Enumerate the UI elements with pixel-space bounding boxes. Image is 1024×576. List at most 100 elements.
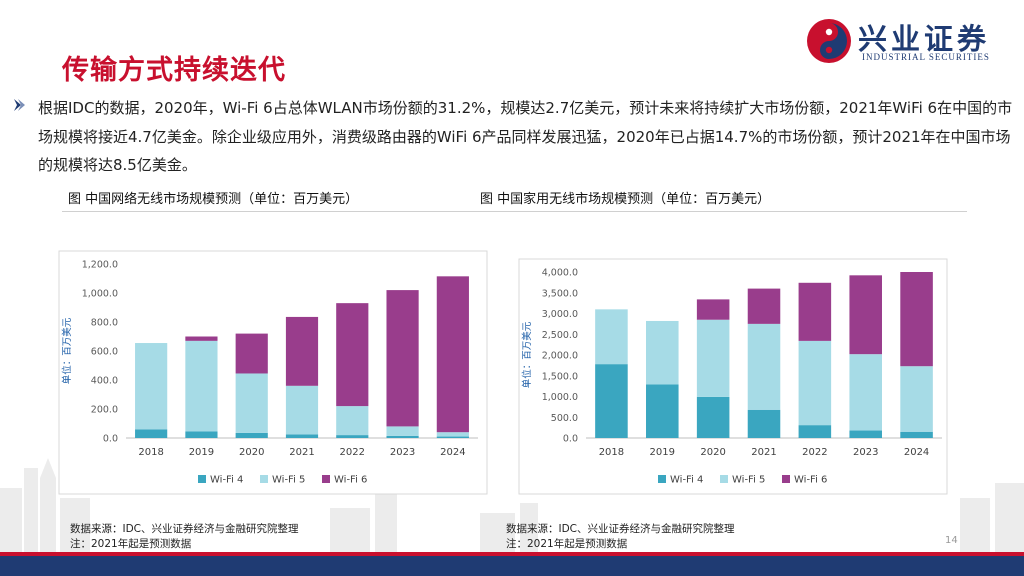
bar-segment-wi-fi-6 — [386, 290, 419, 427]
x-tick-label: 2020 — [239, 447, 264, 458]
x-tick-label: 2024 — [904, 447, 929, 458]
legend-swatch — [720, 475, 728, 483]
x-tick-label: 2023 — [853, 447, 878, 458]
bar-segment-wi-fi-4 — [595, 364, 628, 438]
logo-emblem-icon — [807, 19, 851, 63]
bar-segment-wi-fi-4 — [798, 425, 832, 438]
x-tick-label: 2023 — [390, 447, 415, 458]
x-tick-label: 2020 — [700, 447, 725, 458]
y-tick-label: 3,500.0 — [542, 288, 578, 299]
bar-segment-wi-fi-6 — [336, 303, 369, 407]
logo-text-en: INDUSTRIAL SECURITIES — [862, 52, 990, 62]
bar-segment-wi-fi-4 — [849, 430, 882, 438]
page-title: 传输方式持续迭代 — [62, 55, 286, 86]
bar-segment-wi-fi-4 — [646, 384, 679, 438]
y-tick-label: 600.0 — [91, 347, 118, 358]
bar-segment-wi-fi-5 — [436, 432, 469, 437]
bar-segment-wi-fi-4 — [185, 431, 218, 438]
bullet-arrow-icon — [14, 99, 25, 111]
bar-segment-wi-fi-5 — [235, 373, 268, 433]
bar-segment-wi-fi-5 — [798, 340, 832, 426]
logo-text-cn: 兴业证券 — [858, 22, 991, 56]
y-tick-label: 500.0 — [551, 413, 578, 424]
y-axis-label: 单位：百万美元 — [61, 317, 73, 384]
bar-segment-wi-fi-4 — [285, 434, 319, 438]
bar-segment-wi-fi-4 — [900, 431, 933, 438]
bar-segment-wi-fi-6 — [798, 282, 832, 341]
source-text: 数据来源：IDC、兴业证券经济与金融研究院整理 — [506, 523, 735, 535]
x-tick-label: 2021 — [289, 447, 314, 458]
bar-segment-wi-fi-5 — [285, 385, 319, 435]
x-tick-label: 2019 — [650, 447, 675, 458]
note-text: 注：2021年起是预测数据 — [70, 538, 192, 550]
legend-label: Wi-Fi 6 — [794, 475, 827, 486]
legend-label: Wi-Fi 6 — [334, 475, 367, 486]
x-tick-label: 2021 — [751, 447, 776, 458]
company-logo: 兴业证券 INDUSTRIAL SECURITIES — [806, 16, 1016, 66]
x-tick-label: 2022 — [802, 447, 827, 458]
figure-2-source: 数据来源：IDC、兴业证券经济与金融研究院整理 注：2021年起是预测数据 — [506, 522, 735, 552]
bar-segment-wi-fi-4 — [336, 435, 369, 438]
x-tick-label: 2018 — [138, 447, 163, 458]
bar-segment-wi-fi-4 — [436, 436, 469, 438]
footer-band — [0, 552, 1024, 576]
y-tick-label: 1,200.0 — [82, 260, 118, 271]
bar-segment-wi-fi-5 — [135, 343, 168, 430]
legend-label: Wi-Fi 5 — [272, 475, 305, 486]
y-tick-label: 200.0 — [91, 405, 118, 416]
bar-segment-wi-fi-5 — [336, 406, 369, 436]
bar-segment-wi-fi-4 — [235, 432, 268, 438]
bar-segment-wi-fi-4 — [135, 429, 168, 438]
bar-segment-wi-fi-6 — [696, 299, 730, 320]
bar-segment-wi-fi-5 — [696, 319, 730, 397]
legend-swatch — [198, 475, 206, 483]
y-tick-label: 800.0 — [91, 318, 118, 329]
y-tick-label: 3,000.0 — [542, 309, 578, 320]
legend-label: Wi-Fi 4 — [210, 475, 243, 486]
legend-label: Wi-Fi 4 — [670, 475, 703, 486]
figure-1-source: 数据来源：IDC、兴业证券经济与金融研究院整理 注：2021年起是预测数据 — [70, 522, 299, 552]
legend-swatch — [322, 475, 330, 483]
legend-swatch — [782, 475, 790, 483]
y-tick-label: 0.0 — [103, 434, 118, 445]
bar-segment-wi-fi-5 — [900, 366, 933, 432]
bar-segment-wi-fi-6 — [849, 275, 882, 355]
y-tick-label: 4,000.0 — [542, 268, 578, 279]
legend-label: Wi-Fi 5 — [732, 475, 765, 486]
y-tick-label: 0.0 — [563, 434, 578, 445]
x-tick-label: 2018 — [599, 447, 624, 458]
x-tick-label: 2024 — [440, 447, 465, 458]
legend-swatch — [658, 475, 666, 483]
x-tick-label: 2022 — [340, 447, 365, 458]
bar-segment-wi-fi-5 — [185, 340, 218, 432]
bar-segment-wi-fi-4 — [747, 409, 781, 438]
bar-segment-wi-fi-6 — [185, 336, 218, 341]
bar-segment-wi-fi-6 — [285, 316, 319, 386]
chart-network-wireless: 0.0 200.0 400.0 600.0 800.0 1,000.0 1,200.0 单位：… — [58, 250, 488, 495]
bar-segment-wi-fi-5 — [849, 354, 882, 431]
y-tick-label: 1,500.0 — [542, 371, 578, 382]
bar-segment-wi-fi-6 — [900, 272, 933, 367]
source-text: 数据来源：IDC、兴业证券经济与金融研究院整理 — [70, 523, 299, 535]
y-tick-label: 400.0 — [91, 376, 118, 387]
skyline-background — [0, 458, 1024, 558]
bar-segment-wi-fi-5 — [386, 426, 419, 436]
y-axis-label: 单位：百万美元 — [521, 321, 533, 388]
page-number: 14 — [945, 535, 958, 546]
figure-2-caption: 图 中国家用无线市场规模预测（单位：百万美元） — [480, 192, 771, 207]
note-text: 注：2021年起是预测数据 — [506, 538, 628, 550]
bar-segment-wi-fi-5 — [646, 320, 679, 385]
legend-swatch — [260, 475, 268, 483]
bar-segment-wi-fi-5 — [595, 309, 628, 365]
y-tick-label: 1,000.0 — [542, 392, 578, 403]
bar-segment-wi-fi-5 — [747, 323, 781, 410]
bar-segment-wi-fi-6 — [235, 333, 268, 374]
chart-frame — [58, 250, 488, 495]
bar-segment-wi-fi-4 — [696, 396, 730, 438]
chart-home-wireless: 0.0 500.0 1,000.0 1,500.0 2,000.0 2,500.0 3,00… — [518, 258, 948, 495]
y-tick-label: 2,500.0 — [542, 330, 578, 341]
bar-segment-wi-fi-6 — [747, 288, 781, 324]
y-tick-label: 1,000.0 — [82, 289, 118, 300]
bar-segment-wi-fi-6 — [436, 276, 469, 433]
y-tick-label: 2,000.0 — [542, 351, 578, 362]
